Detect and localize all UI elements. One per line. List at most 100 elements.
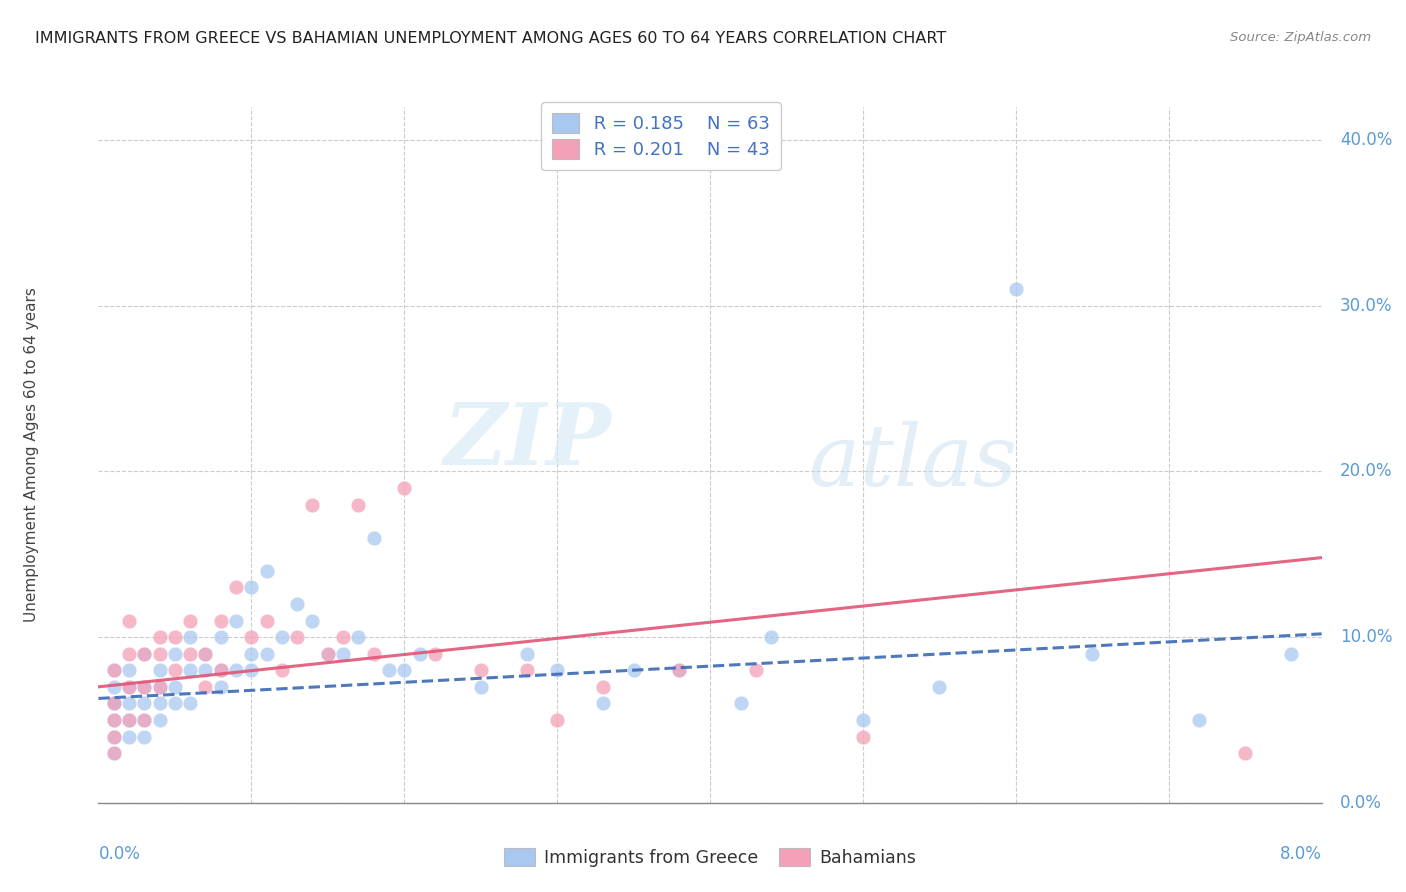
Text: 20.0%: 20.0% — [1340, 462, 1392, 481]
Point — [516, 663, 538, 677]
Point — [240, 647, 263, 661]
Point — [194, 647, 217, 661]
Point — [118, 713, 141, 727]
Point — [163, 663, 186, 677]
Point — [179, 697, 201, 711]
Point — [1188, 713, 1211, 727]
Point — [163, 697, 186, 711]
Point — [270, 630, 294, 644]
Point — [378, 663, 401, 677]
Point — [134, 697, 156, 711]
Point — [301, 498, 323, 512]
Legend: Immigrants from Greece, Bahamians: Immigrants from Greece, Bahamians — [498, 841, 922, 874]
Point — [118, 663, 141, 677]
Point — [103, 697, 125, 711]
Point — [103, 697, 125, 711]
Point — [852, 713, 875, 727]
Point — [134, 647, 156, 661]
Point — [209, 630, 232, 644]
Text: Unemployment Among Ages 60 to 64 years: Unemployment Among Ages 60 to 64 years — [24, 287, 38, 623]
Text: 40.0%: 40.0% — [1340, 131, 1392, 149]
Text: atlas: atlas — [808, 420, 1017, 503]
Text: 8.0%: 8.0% — [1279, 845, 1322, 863]
Point — [134, 680, 156, 694]
Point — [209, 614, 232, 628]
Point — [256, 564, 278, 578]
Point — [118, 730, 141, 744]
Point — [149, 680, 172, 694]
Point — [332, 647, 354, 661]
Point — [1234, 746, 1257, 760]
Point — [759, 630, 782, 644]
Point — [470, 680, 492, 694]
Point — [623, 663, 645, 677]
Point — [194, 663, 217, 677]
Point — [118, 647, 141, 661]
Point — [225, 663, 247, 677]
Point — [149, 663, 172, 677]
Point — [1081, 647, 1104, 661]
Point — [149, 630, 172, 644]
Point — [103, 730, 125, 744]
Point — [103, 746, 125, 760]
Point — [546, 663, 568, 677]
Point — [134, 713, 156, 727]
Point — [149, 713, 172, 727]
Point — [209, 663, 232, 677]
Text: Source: ZipAtlas.com: Source: ZipAtlas.com — [1230, 31, 1371, 45]
Point — [668, 663, 690, 677]
Point — [149, 697, 172, 711]
Point — [194, 680, 217, 694]
Point — [316, 647, 339, 661]
Point — [103, 713, 125, 727]
Point — [163, 647, 186, 661]
Point — [240, 630, 263, 644]
Point — [730, 697, 752, 711]
Text: 30.0%: 30.0% — [1340, 297, 1392, 315]
Point — [118, 680, 141, 694]
Point — [592, 680, 614, 694]
Point — [134, 680, 156, 694]
Point — [240, 663, 263, 677]
Point — [134, 647, 156, 661]
Point — [163, 630, 186, 644]
Point — [179, 647, 201, 661]
Point — [423, 647, 446, 661]
Point — [103, 680, 125, 694]
Point — [134, 713, 156, 727]
Point — [285, 630, 308, 644]
Point — [134, 730, 156, 744]
Point — [103, 730, 125, 744]
Point — [149, 680, 172, 694]
Point — [363, 647, 385, 661]
Point — [363, 531, 385, 545]
Point — [592, 697, 614, 711]
Point — [209, 663, 232, 677]
Point — [225, 614, 247, 628]
Point — [316, 647, 339, 661]
Text: 10.0%: 10.0% — [1340, 628, 1392, 646]
Point — [928, 680, 950, 694]
Point — [301, 614, 323, 628]
Point — [194, 647, 217, 661]
Point — [118, 680, 141, 694]
Text: ZIP: ZIP — [444, 400, 612, 483]
Point — [392, 481, 416, 495]
Point — [179, 663, 201, 677]
Point — [668, 663, 690, 677]
Point — [392, 663, 416, 677]
Point — [103, 663, 125, 677]
Point — [332, 630, 354, 644]
Text: IMMIGRANTS FROM GREECE VS BAHAMIAN UNEMPLOYMENT AMONG AGES 60 TO 64 YEARS CORREL: IMMIGRANTS FROM GREECE VS BAHAMIAN UNEMP… — [35, 31, 946, 46]
Point — [1279, 647, 1302, 661]
Point — [225, 581, 247, 595]
Point — [256, 614, 278, 628]
Point — [118, 697, 141, 711]
Point — [470, 663, 492, 677]
Point — [1004, 282, 1026, 296]
Point — [516, 647, 538, 661]
Point — [285, 597, 308, 611]
Point — [408, 647, 430, 661]
Text: 0.0%: 0.0% — [98, 845, 141, 863]
Point — [179, 630, 201, 644]
